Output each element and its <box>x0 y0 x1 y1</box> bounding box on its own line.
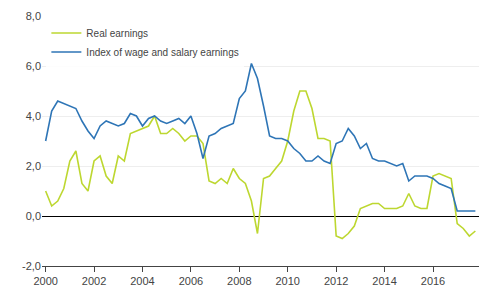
svg-text:2002: 2002 <box>82 275 106 287</box>
svg-text:Real earnings: Real earnings <box>86 28 148 39</box>
svg-text:2004: 2004 <box>130 275 154 287</box>
svg-text:-2,0: -2,0 <box>22 260 41 272</box>
svg-text:8,0: 8,0 <box>26 10 41 22</box>
svg-text:2016: 2016 <box>421 275 445 287</box>
svg-text:Index of wage and salary earni: Index of wage and salary earnings <box>86 47 238 58</box>
svg-text:2000: 2000 <box>33 275 57 287</box>
svg-text:4,0: 4,0 <box>26 110 41 122</box>
svg-text:2,0: 2,0 <box>26 160 41 172</box>
svg-text:2006: 2006 <box>179 275 203 287</box>
svg-text:0,0: 0,0 <box>26 210 41 222</box>
svg-text:2014: 2014 <box>372 275 396 287</box>
svg-text:2012: 2012 <box>324 275 348 287</box>
svg-text:2008: 2008 <box>227 275 251 287</box>
svg-text:6,0: 6,0 <box>26 60 41 72</box>
svg-text:2010: 2010 <box>275 275 299 287</box>
